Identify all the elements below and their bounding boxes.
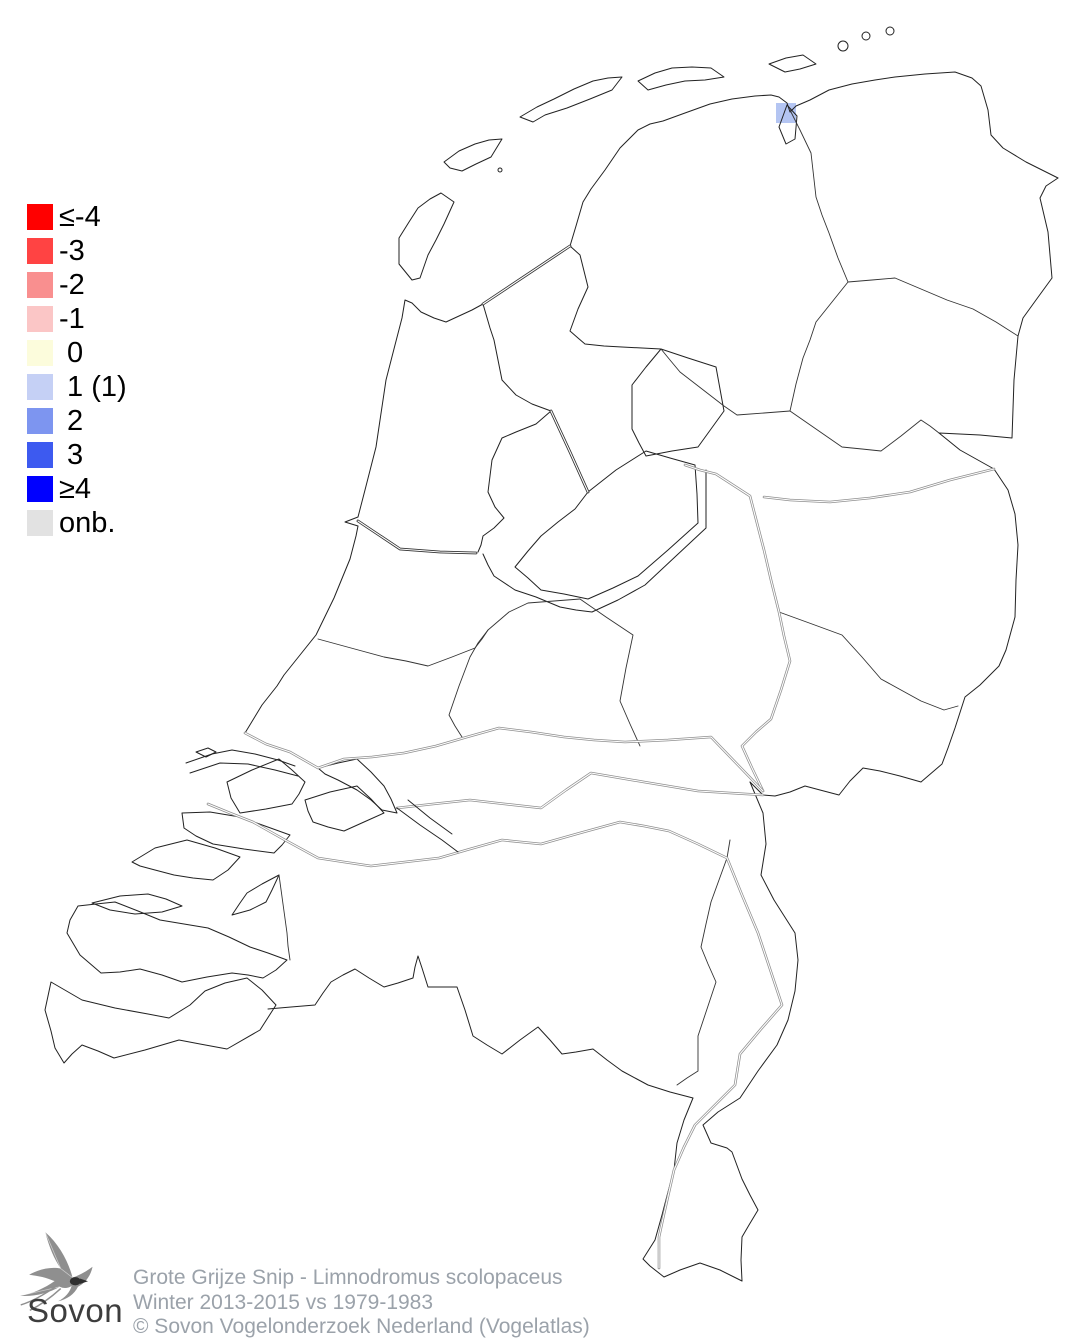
legend: ≤-4 -3 -2 -1 0 1 (1) 2 3 ≥4 onb. [27, 201, 127, 539]
province-borders [278, 109, 1019, 1086]
legend-swatch [27, 340, 53, 366]
border-zeeland-brabant [278, 874, 291, 961]
legend-item: 0 [27, 337, 127, 369]
sovon-logo: Sovon [10, 1228, 140, 1340]
flevoland [514, 450, 699, 600]
sovon-logo-text: Sovon [27, 1292, 124, 1329]
rotterdam-harbor [189, 762, 299, 777]
legend-swatch [27, 442, 53, 468]
wadden-islands [398, 26, 895, 281]
island-schiermonnikoog [768, 54, 817, 73]
hoeksche-waard [304, 785, 385, 832]
border-groningen-drenthe [847, 277, 1019, 337]
tholen [231, 874, 280, 916]
legend-label: 2 [59, 405, 84, 437]
walcheren-beveland [66, 901, 288, 983]
coastline [44, 71, 1059, 1282]
legend-swatch [27, 408, 53, 434]
zeeuws-vlaanderen [44, 977, 277, 1064]
border-brabant-limburg [676, 857, 728, 1086]
legend-label: 0 [59, 337, 84, 369]
border-friesland-drenthe [789, 281, 849, 412]
biesbosch-creeks [407, 799, 453, 835]
german-border [749, 177, 1059, 797]
border-noordholland-utrecht [487, 598, 581, 631]
island-vlieland [443, 138, 503, 172]
border-gelderland-limburg [726, 839, 731, 859]
islet [497, 167, 503, 173]
legend-item: -1 [27, 303, 127, 335]
map-captions: Grote Grijze Snip - Limnodromus scolopac… [133, 1266, 590, 1340]
border-noordholland-zuidholland [317, 629, 489, 667]
legend-label: 3 [59, 439, 84, 471]
legend-item: -3 [27, 235, 127, 267]
legend-item: ≤-4 [27, 201, 127, 233]
noordholland-east-coast [477, 303, 552, 553]
border-drenthe-overijssel [789, 410, 940, 452]
legend-label: onb. [59, 507, 116, 539]
randmeren-coast [482, 469, 707, 613]
legend-item: ≥4 [27, 473, 127, 505]
island-ameland [637, 66, 725, 91]
legend-label: -3 [59, 235, 85, 267]
legend-item: 3 [27, 439, 127, 471]
species-title: Grote Grijze Snip - Limnodromus scolopac… [133, 1266, 563, 1289]
noord-beveland [91, 893, 183, 915]
north-coast [569, 71, 1059, 247]
border-friesland-overijssel [660, 348, 791, 416]
belgian-border [267, 955, 743, 1282]
copyright-line: © Sovon Vogelonderzoek Nederland (Vogela… [133, 1315, 590, 1338]
schouwen-duiveland [131, 839, 241, 881]
map-marker-cell [776, 103, 796, 123]
dikes-and-canals [356, 244, 590, 555]
legend-item: 1 (1) [27, 371, 127, 403]
biesbosch-creeks [396, 807, 459, 853]
island-terschelling [519, 76, 623, 123]
swallow-icon [19, 1232, 93, 1312]
island-texel [398, 192, 455, 281]
legend-swatch [27, 510, 53, 536]
legend-item: -2 [27, 269, 127, 301]
legend-swatch [27, 238, 53, 264]
legend-label: -1 [59, 303, 85, 335]
voorne-putten [226, 758, 306, 814]
border-gelderland-utrecht [579, 598, 641, 747]
lauwersmeer [778, 104, 798, 145]
rivers [206, 463, 996, 1270]
islet [885, 26, 895, 36]
legend-item: onb. [27, 507, 127, 539]
islet [861, 31, 871, 41]
border-friesland-groningen [789, 109, 849, 283]
west-coast [244, 299, 484, 734]
limburg-east-border [702, 781, 799, 1282]
legend-swatch [27, 476, 53, 502]
legend-label: -2 [59, 269, 85, 301]
rotterdam-harbor [195, 747, 217, 758]
noordzeekanaal [356, 519, 478, 555]
legend-swatch [27, 272, 53, 298]
legend-swatch [27, 374, 53, 400]
legend-label: ≥4 [59, 473, 92, 505]
friesland-ijsselmeer-coast [569, 245, 662, 350]
rotterdam-harbor [185, 749, 296, 767]
islet [837, 40, 849, 52]
legend-swatch [27, 306, 53, 332]
period-subtitle: Winter 2013-2015 vs 1979-1983 [133, 1290, 434, 1314]
legend-swatch [27, 204, 53, 230]
legend-label: 1 (1) [59, 371, 127, 403]
legend-item: 2 [27, 405, 127, 437]
noordoostpolder [631, 348, 725, 457]
legend-label: ≤-4 [59, 201, 101, 233]
border-overijssel-gelderland [778, 611, 959, 711]
border-utrecht-west [448, 629, 489, 738]
